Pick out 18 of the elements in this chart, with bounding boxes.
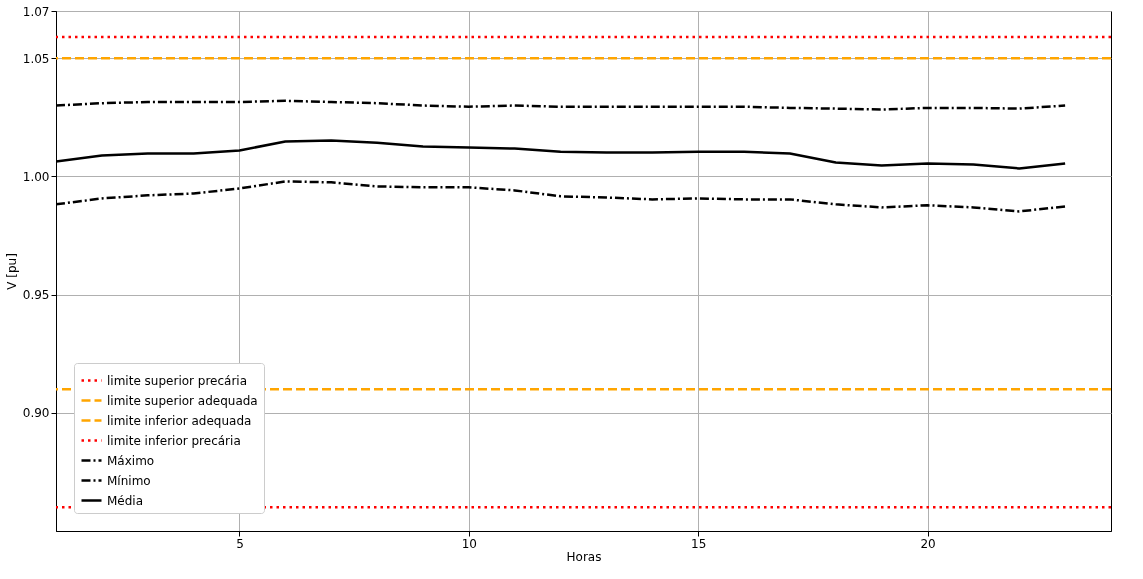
x-tick-label: 15 [691,536,707,551]
x-tick-label: 10 [461,536,477,551]
legend-label: limite superior adequada [107,393,258,408]
y-tick-label: 1.00 [22,169,50,184]
legend-label: Mínimo [107,473,151,488]
legend-label: Média [107,493,144,508]
x-axis-title: Horas [566,549,602,564]
y-axis-title: V [pu] [4,253,19,290]
y-tick-label: 1.07 [22,4,50,19]
x-tick-label: 5 [236,536,244,551]
x-tick-label: 20 [920,536,936,551]
y-tick-label: 1.05 [22,51,50,66]
legend-label: limite inferior precária [107,433,241,448]
legend-label: limite inferior adequada [107,413,252,428]
legend-label: limite superior precária [107,373,248,388]
legend-label: Máximo [107,453,155,468]
y-tick-label: 0.90 [22,406,50,421]
y-tick-label: 0.95 [22,288,50,303]
